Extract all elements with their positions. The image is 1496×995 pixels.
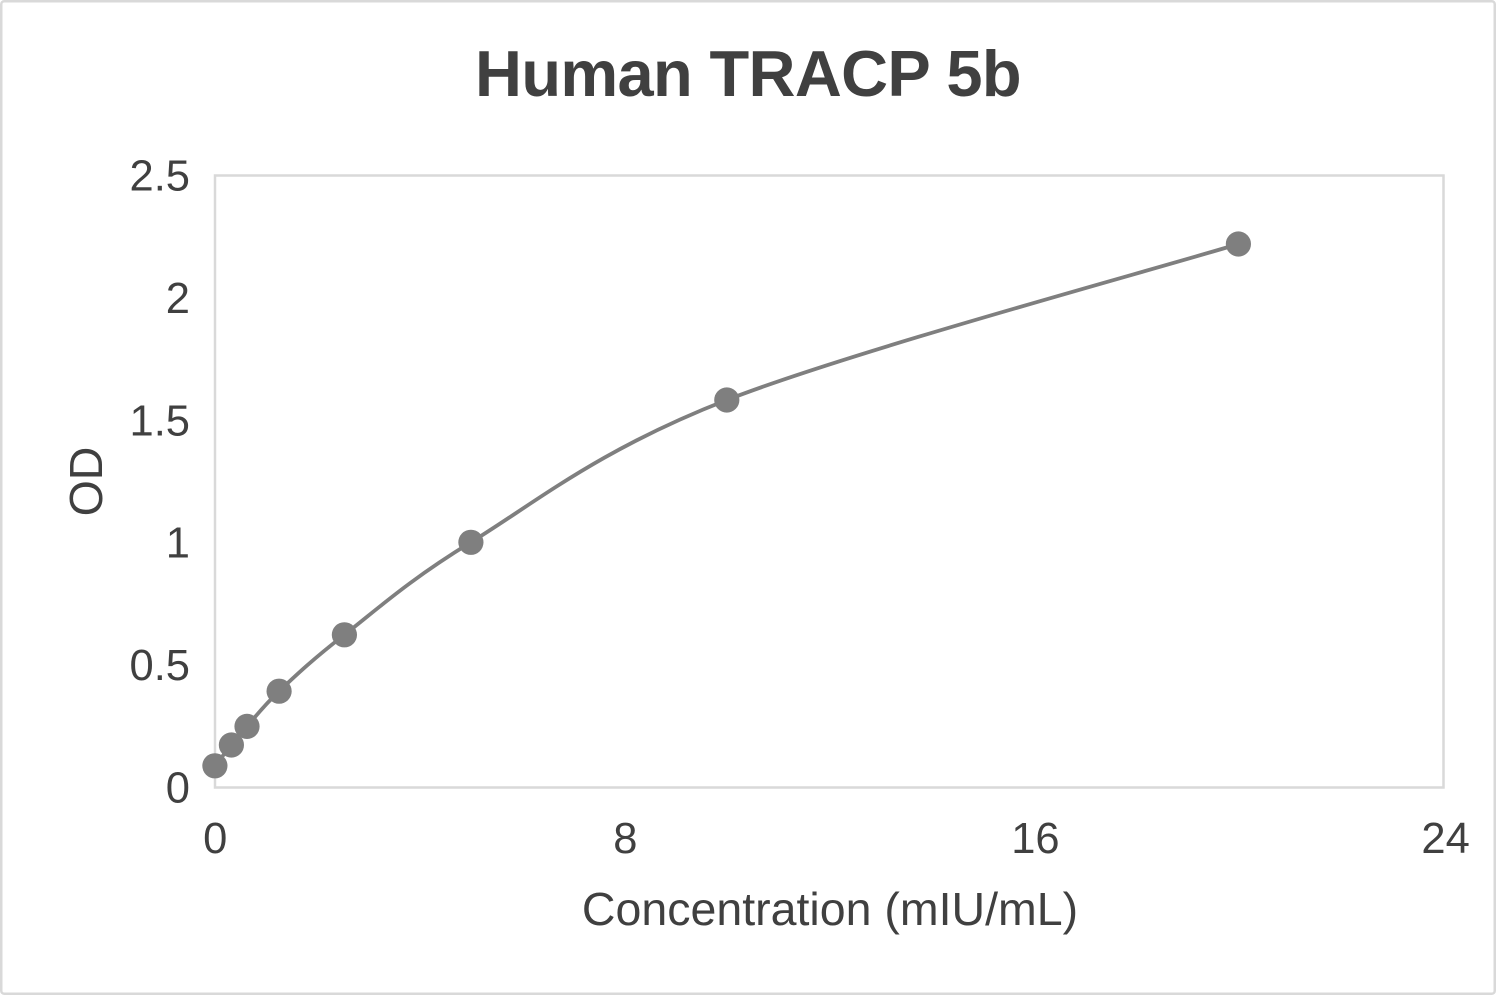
svg-text:Human TRACP 5b: Human TRACP 5b	[475, 37, 1021, 110]
svg-text:2.5: 2.5	[130, 153, 190, 201]
svg-text:1: 1	[166, 520, 190, 568]
svg-text:2: 2	[166, 275, 190, 323]
svg-text:OD: OD	[60, 447, 112, 517]
svg-text:0.5: 0.5	[130, 642, 190, 690]
svg-text:0: 0	[203, 815, 227, 863]
svg-text:24: 24	[1421, 815, 1469, 863]
svg-text:Concentration (mIU/mL): Concentration (mIU/mL)	[582, 883, 1078, 935]
svg-text:0: 0	[166, 765, 190, 813]
svg-text:8: 8	[613, 815, 637, 863]
svg-text:16: 16	[1011, 815, 1059, 863]
svg-text:1.5: 1.5	[130, 397, 190, 445]
